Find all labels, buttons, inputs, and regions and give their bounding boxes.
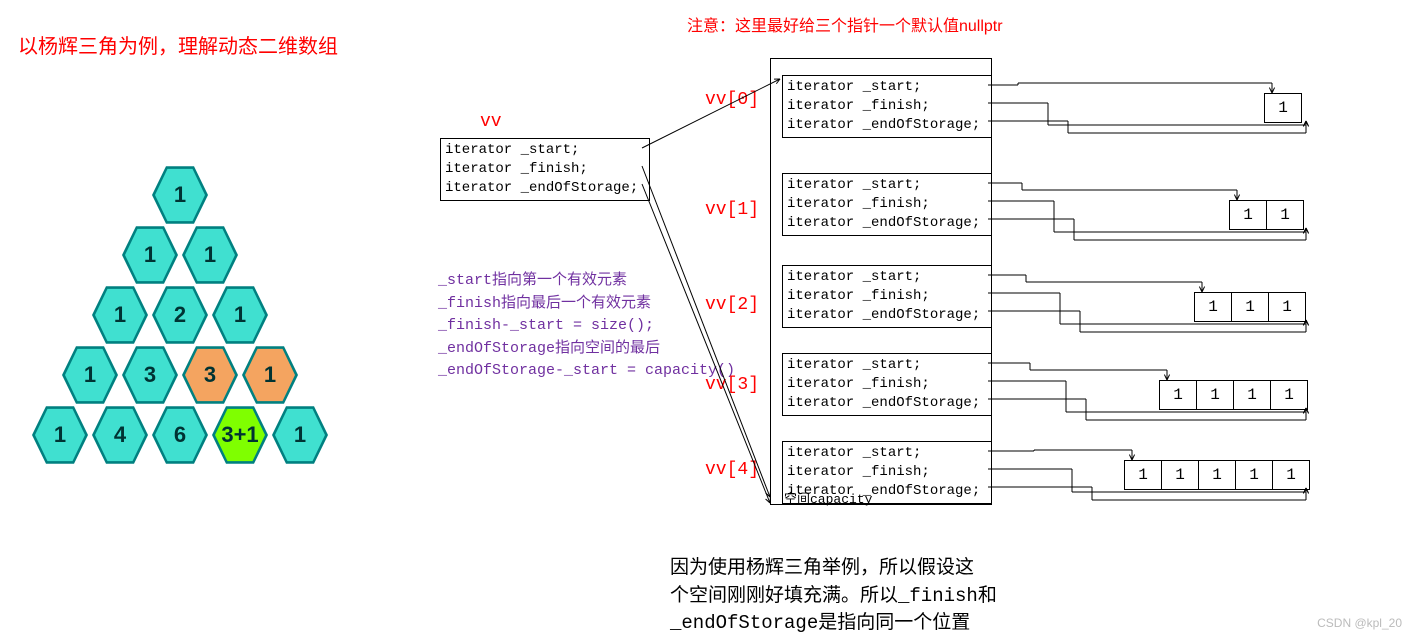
pascal-hex: 6 (152, 403, 208, 467)
vv-struct-box: iterator _start; iterator _finish; itera… (440, 138, 650, 201)
data-cell: 1 (1161, 460, 1199, 490)
pascal-hex: 1 (62, 343, 118, 407)
data-cell: 1 (1233, 380, 1271, 410)
pascal-hex: 3 (122, 343, 178, 407)
data-cell: 1 (1194, 292, 1232, 322)
purple-notes: _start指向第一个有效元素 _finish指向最后一个有效元素 _finis… (438, 270, 735, 383)
pascal-hex: 1 (212, 283, 268, 347)
top-note: 注意：这里最好给三个指针一个默认值nullptr (687, 12, 1003, 36)
pascal-hex: 1 (242, 343, 298, 407)
pascal-hex: 1 (92, 283, 148, 347)
page-title: 以杨辉三角为例，理解动态二维数组 (18, 30, 338, 59)
inner-struct-box: iterator _start; iterator _finish; itera… (782, 265, 992, 328)
row-label: vv[2] (705, 295, 759, 315)
data-row: 11111 (1124, 460, 1310, 490)
pascal-hex: 3 (182, 343, 238, 407)
data-cell: 1 (1229, 200, 1267, 230)
data-cell: 1 (1159, 380, 1197, 410)
inner-struct-box: iterator _start; iterator _finish; itera… (782, 75, 992, 138)
pascal-hex: 1 (122, 223, 178, 287)
pascal-hex: 4 (92, 403, 148, 467)
pascal-hex: 1 (272, 403, 328, 467)
data-row: 111 (1194, 292, 1306, 322)
watermark: CSDN @kpl_20 (1317, 616, 1402, 630)
data-row: 11 (1229, 200, 1304, 230)
data-cell: 1 (1235, 460, 1273, 490)
data-cell: 1 (1272, 460, 1310, 490)
pascal-hex: 2 (152, 283, 208, 347)
data-cell: 1 (1270, 380, 1308, 410)
pascal-hex: 1 (32, 403, 88, 467)
inner-struct-box: iterator _start; iterator _finish; itera… (782, 173, 992, 236)
pascal-hex: 1 (152, 163, 208, 227)
vv-label: vv (480, 112, 502, 132)
data-cell: 1 (1198, 460, 1236, 490)
data-row: 1111 (1159, 380, 1308, 410)
inner-struct-box: iterator _start; iterator _finish; itera… (782, 353, 992, 416)
row-label: vv[3] (705, 375, 759, 395)
pascal-hex: 1 (182, 223, 238, 287)
data-cell: 1 (1268, 292, 1306, 322)
data-cell: 1 (1124, 460, 1162, 490)
pascal-hex: 3+1 (212, 403, 268, 467)
data-cell: 1 (1266, 200, 1304, 230)
row-label: vv[1] (705, 200, 759, 220)
data-row: 1 (1264, 93, 1302, 123)
row-label: vv[0] (705, 90, 759, 110)
data-cell: 1 (1196, 380, 1234, 410)
data-cell: 1 (1231, 292, 1269, 322)
row-label: vv[4] (705, 460, 759, 480)
data-cell: 1 (1264, 93, 1302, 123)
capacity-label: 空间capacity (784, 488, 872, 507)
bottom-explanation: 因为使用杨辉三角举例，所以假设这 个空间刚刚好填充满。所以_finish和 _e… (670, 555, 997, 636)
